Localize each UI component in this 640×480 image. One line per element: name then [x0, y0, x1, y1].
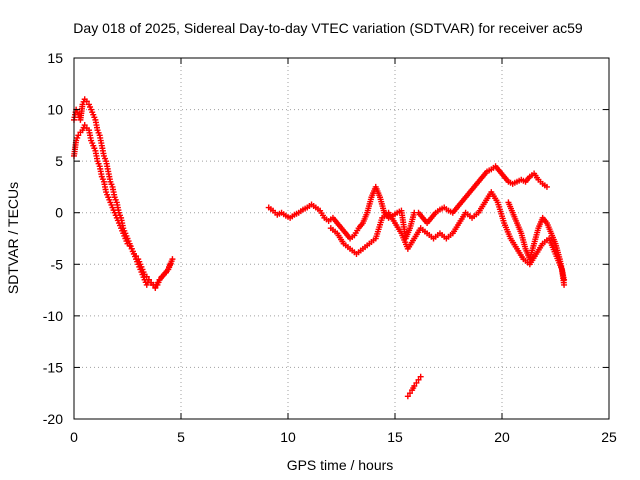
data-point	[411, 382, 418, 389]
chart-title: Day 018 of 2025, Sidereal Day-to-day VTE…	[73, 20, 583, 36]
data-point	[126, 242, 133, 249]
data-point	[81, 122, 88, 129]
plot-frame	[73, 57, 610, 420]
series-segment-2	[71, 122, 176, 292]
x-axis-title: GPS time / hours	[287, 457, 394, 473]
data-point	[561, 276, 568, 283]
y-tick-label: 10	[47, 102, 63, 118]
data-point	[543, 183, 550, 190]
data-point	[83, 98, 90, 105]
x-tick-label: 0	[70, 429, 78, 445]
series-segment-3	[265, 163, 550, 242]
series-segment-6	[404, 373, 424, 400]
x-tick-label: 25	[601, 429, 617, 445]
y-tick-label: 0	[55, 205, 63, 221]
x-tick-label: 10	[280, 429, 296, 445]
data-point	[145, 276, 152, 283]
data-point	[404, 393, 411, 400]
x-tick-label: 15	[387, 429, 403, 445]
data-point	[406, 390, 413, 397]
data-point	[169, 256, 176, 263]
grid	[74, 58, 609, 419]
data-point	[415, 376, 422, 383]
y-tick-label: -10	[43, 308, 63, 324]
y-tick-label: 5	[55, 153, 63, 169]
data-point	[561, 281, 568, 288]
data-marks	[71, 96, 568, 400]
data-point	[75, 132, 82, 139]
data-point	[413, 379, 420, 386]
x-tick-label: 20	[494, 429, 510, 445]
x-axis: 0 5 10 15 20 25	[70, 58, 617, 445]
y-axis: -20 -15 -10 -5 0 5 10 15	[43, 50, 609, 427]
y-tick-label: -15	[43, 359, 63, 375]
y-axis-title: SDTVAR / TECUs	[5, 182, 21, 294]
y-tick-label: 15	[47, 50, 63, 66]
y-tick-label: -20	[43, 411, 63, 427]
data-point	[133, 253, 140, 260]
series-segment-4	[327, 189, 568, 288]
y-tick-label: -5	[51, 256, 64, 272]
series-segment-5	[505, 199, 568, 283]
data-point	[143, 273, 150, 280]
data-point	[417, 373, 424, 380]
x-tick-label: 5	[177, 429, 185, 445]
data-point	[152, 285, 159, 292]
